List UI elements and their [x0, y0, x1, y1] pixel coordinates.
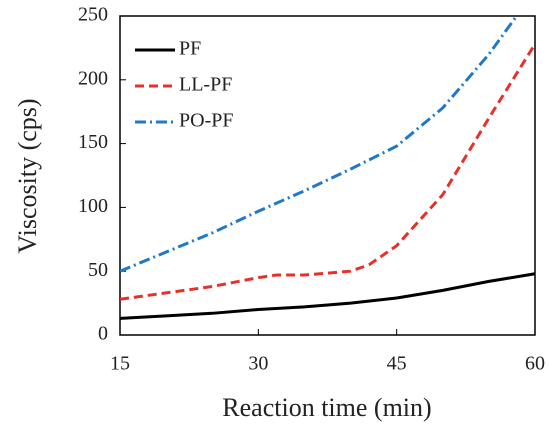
y-tick-label: 50 [88, 259, 108, 281]
legend-label: PO-PF [179, 110, 233, 132]
plot-frame [119, 15, 536, 336]
y-tick-label: 200 [78, 67, 108, 89]
x-tick-label: 45 [387, 353, 407, 375]
y-tick-label: 100 [78, 195, 108, 217]
series-line [120, 43, 537, 301]
x-tick-label: 30 [248, 353, 268, 375]
y-axis-title: Viscosity (cps) [13, 98, 42, 253]
legend-label: LL-PF [179, 74, 232, 96]
x-axis-title: Reaction time (min) [222, 393, 431, 422]
series-line [120, 272, 536, 320]
y-tick-label: 150 [78, 131, 108, 153]
y-tick-label: 0 [98, 323, 108, 345]
series-line [120, 15, 518, 273]
y-tick-label: 250 [78, 4, 108, 26]
legend-label: PF [179, 38, 201, 60]
x-tick-label: 60 [525, 353, 545, 375]
x-tick-label: 15 [110, 353, 130, 375]
